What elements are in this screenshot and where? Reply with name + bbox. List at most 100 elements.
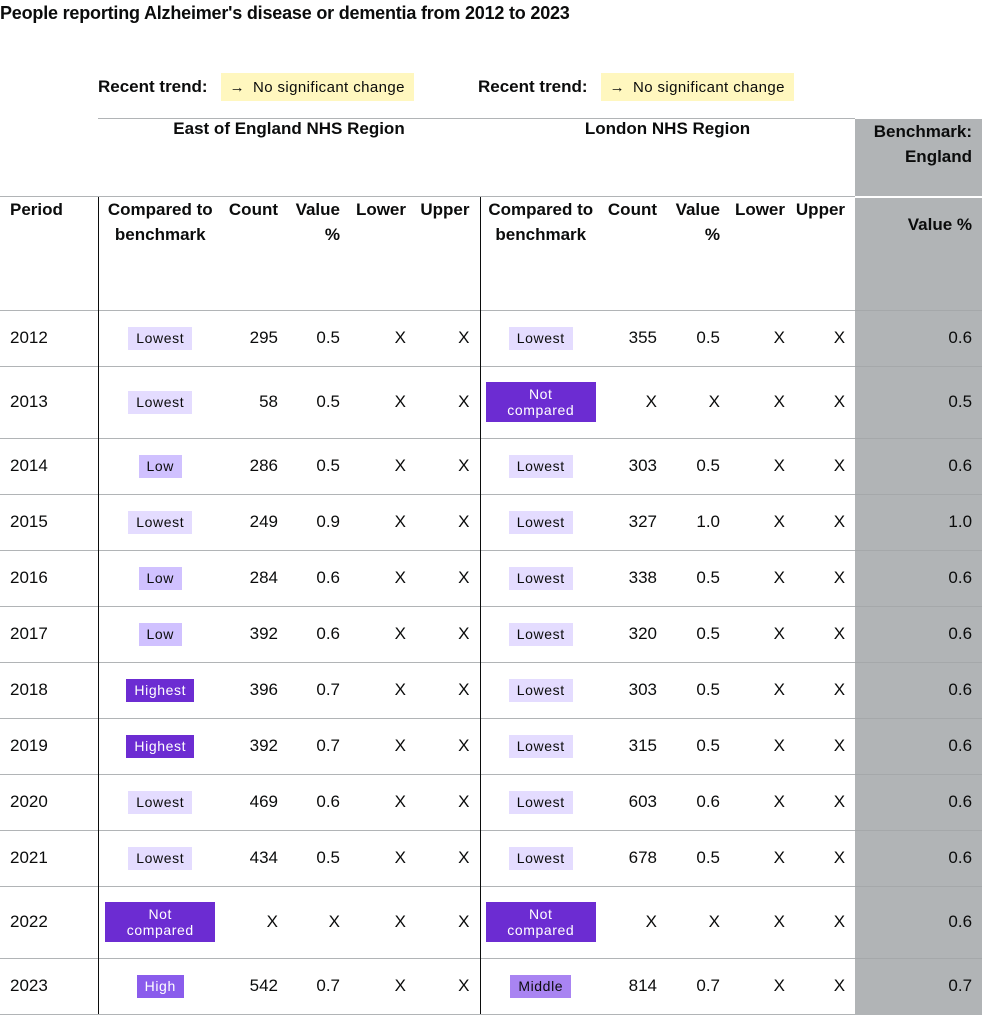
compared-badge: Low bbox=[138, 622, 182, 646]
cell-lower: X bbox=[344, 717, 410, 774]
cell-upper: X bbox=[410, 885, 480, 958]
col-header-upper: Upper bbox=[410, 196, 480, 310]
cell-count: 603 bbox=[601, 773, 663, 830]
data-table: East of England NHS Region London NHS Re… bbox=[0, 118, 982, 1015]
compared-badge: Low bbox=[138, 566, 182, 590]
compared-badge: Highest bbox=[126, 734, 195, 758]
cell-upper: X bbox=[789, 309, 856, 366]
cell-benchmark-value: 0.6 bbox=[855, 773, 982, 830]
arrow-right-icon: → bbox=[229, 78, 245, 96]
cell-value: 0.6 bbox=[284, 549, 344, 606]
cell-upper: X bbox=[789, 885, 856, 958]
cell-lower: X bbox=[724, 957, 789, 1015]
cell-benchmark-value: 0.6 bbox=[855, 437, 982, 494]
table-row: 2021 Lowest 434 0.5 X X Lowest 678 0.5 X X 0.6 bbox=[0, 829, 982, 886]
col-header-value: Value % bbox=[663, 196, 724, 310]
compared-badge: Middle bbox=[510, 974, 572, 998]
cell-compared: Middle bbox=[479, 957, 601, 1015]
compared-badge: Not compared bbox=[105, 902, 216, 942]
cell-value: 0.9 bbox=[284, 493, 344, 550]
cell-count: 327 bbox=[601, 493, 663, 550]
cell-compared: Lowest bbox=[479, 549, 601, 606]
cell-lower: X bbox=[344, 773, 410, 830]
cell-compared: Low bbox=[97, 437, 222, 494]
cell-value: 0.5 bbox=[663, 605, 724, 662]
cell-lower: X bbox=[724, 365, 789, 438]
cell-lower: X bbox=[724, 717, 789, 774]
table-row: 2014 Low 286 0.5 X X Lowest 303 0.5 X X 0.6 bbox=[0, 437, 982, 494]
chart-title: People reporting Alzheimer's disease or … bbox=[0, 3, 570, 23]
cell-compared: Lowest bbox=[479, 493, 601, 550]
cell-value: 0.5 bbox=[284, 365, 344, 438]
col-header-lower: Lower bbox=[344, 196, 410, 310]
recent-trend-label: Recent trend: bbox=[98, 77, 208, 96]
cell-count: X bbox=[222, 885, 284, 958]
cell-value: X bbox=[663, 365, 724, 438]
cell-benchmark-value: 0.6 bbox=[855, 605, 982, 662]
cell-period: 2019 bbox=[0, 717, 98, 774]
table-row: 2020 Lowest 469 0.6 X X Lowest 603 0.6 X X 0.6 bbox=[0, 773, 982, 830]
cell-value: 0.5 bbox=[663, 309, 724, 366]
cell-period: 2020 bbox=[0, 773, 98, 830]
cell-count: 396 bbox=[222, 661, 284, 718]
cell-upper: X bbox=[410, 717, 480, 774]
cell-upper: X bbox=[410, 493, 480, 550]
cell-benchmark-value: 1.0 bbox=[855, 493, 982, 550]
cell-benchmark-value: 0.6 bbox=[855, 661, 982, 718]
cell-upper: X bbox=[789, 829, 856, 886]
cell-lower: X bbox=[724, 437, 789, 494]
cell-upper: X bbox=[410, 773, 480, 830]
cell-count: 338 bbox=[601, 549, 663, 606]
cell-benchmark-value: 0.6 bbox=[855, 549, 982, 606]
cell-value: X bbox=[284, 885, 344, 958]
trend-badge: → No significant change bbox=[220, 73, 414, 101]
cell-upper: X bbox=[789, 437, 856, 494]
compared-badge: Lowest bbox=[508, 326, 573, 350]
col-header-period: Period bbox=[0, 196, 98, 310]
cell-compared: Not compared bbox=[97, 885, 222, 958]
cell-benchmark-value: 0.7 bbox=[855, 957, 982, 1015]
compared-badge: Low bbox=[138, 454, 182, 478]
table-row: 2019 Highest 392 0.7 X X Lowest 315 0.5 X X 0.6 bbox=[0, 717, 982, 774]
cell-count: 469 bbox=[222, 773, 284, 830]
cell-value: X bbox=[663, 885, 724, 958]
cell-compared: Lowest bbox=[479, 309, 601, 366]
compared-badge: Lowest bbox=[508, 790, 573, 814]
compared-badge: Lowest bbox=[128, 390, 193, 414]
cell-upper: X bbox=[410, 309, 480, 366]
cell-count: 320 bbox=[601, 605, 663, 662]
cell-value: 0.6 bbox=[284, 773, 344, 830]
cell-period: 2015 bbox=[0, 493, 98, 550]
cell-value: 0.5 bbox=[663, 829, 724, 886]
cell-lower: X bbox=[724, 549, 789, 606]
cell-count: 284 bbox=[222, 549, 284, 606]
cell-upper: X bbox=[789, 365, 856, 438]
cell-value: 0.5 bbox=[663, 437, 724, 494]
cell-lower: X bbox=[344, 661, 410, 718]
cell-upper: X bbox=[789, 717, 856, 774]
cell-count: 303 bbox=[601, 661, 663, 718]
cell-upper: X bbox=[789, 493, 856, 550]
cell-upper: X bbox=[410, 661, 480, 718]
cell-compared: Not compared bbox=[479, 365, 601, 438]
recent-trend-east: Recent trend: → No significant change bbox=[98, 72, 414, 102]
recent-trend-london: Recent trend: → No significant change bbox=[478, 72, 794, 102]
col-header-count: Count bbox=[222, 196, 284, 310]
cell-benchmark-value: 0.6 bbox=[855, 309, 982, 366]
cell-upper: X bbox=[410, 365, 480, 438]
compared-badge: Lowest bbox=[508, 622, 573, 646]
cell-period: 2021 bbox=[0, 829, 98, 886]
compared-badge: Lowest bbox=[128, 326, 193, 350]
cell-compared: Lowest bbox=[97, 493, 222, 550]
compared-badge: Lowest bbox=[128, 510, 193, 534]
compared-badge: Lowest bbox=[508, 846, 573, 870]
cell-count: X bbox=[601, 885, 663, 958]
cell-benchmark-value: 0.6 bbox=[855, 885, 982, 958]
recent-trend-label: Recent trend: bbox=[478, 77, 588, 96]
cell-count: 392 bbox=[222, 717, 284, 774]
cell-benchmark-value: 0.6 bbox=[855, 717, 982, 774]
cell-lower: X bbox=[344, 605, 410, 662]
cell-lower: X bbox=[344, 309, 410, 366]
cell-lower: X bbox=[724, 605, 789, 662]
cell-lower: X bbox=[344, 957, 410, 1015]
